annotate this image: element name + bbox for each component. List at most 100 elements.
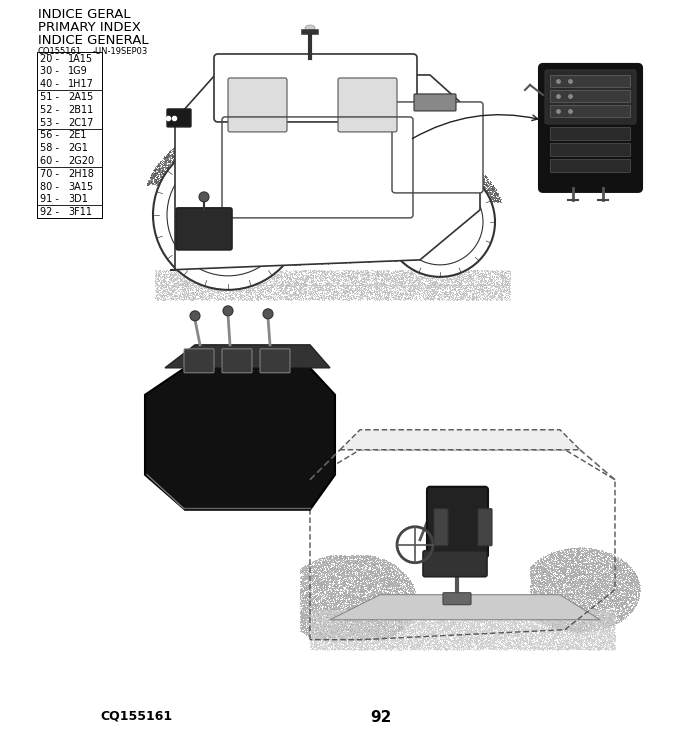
Point	[354, 631, 365, 643]
Point	[381, 72, 392, 84]
Point	[383, 136, 394, 148]
Point	[247, 241, 259, 252]
Point	[440, 87, 451, 98]
Point	[363, 238, 375, 250]
Point	[263, 85, 275, 96]
Point	[309, 231, 320, 243]
Point	[461, 160, 472, 172]
Point	[296, 242, 307, 254]
Point	[209, 152, 220, 163]
Point	[452, 133, 464, 144]
Point	[468, 168, 479, 179]
Point	[396, 605, 407, 617]
Point	[389, 615, 400, 627]
Point	[430, 214, 441, 226]
Point	[280, 159, 291, 171]
Point	[284, 172, 295, 184]
Point	[233, 100, 244, 112]
Point	[315, 268, 326, 280]
Point	[411, 192, 422, 204]
Point	[251, 74, 262, 85]
Point	[198, 157, 209, 168]
Point	[318, 86, 329, 98]
Point	[398, 160, 409, 171]
Point	[228, 85, 239, 97]
Point	[471, 174, 482, 185]
Point	[220, 131, 231, 143]
Point	[597, 614, 608, 625]
Point	[425, 129, 436, 141]
Point	[363, 96, 375, 108]
Point	[350, 145, 361, 157]
Point	[376, 71, 387, 83]
Point	[218, 162, 229, 174]
Point	[406, 254, 417, 265]
Point	[270, 80, 281, 92]
Point	[359, 264, 370, 276]
Point	[428, 289, 439, 301]
Point	[302, 273, 313, 285]
Point	[466, 157, 477, 169]
Point	[204, 138, 215, 149]
Point	[426, 117, 437, 128]
Point	[318, 171, 329, 182]
Point	[452, 117, 464, 129]
Point	[461, 110, 473, 122]
Point	[389, 250, 400, 262]
Point	[188, 202, 199, 214]
Point	[243, 257, 254, 268]
Point	[276, 283, 287, 295]
Point	[224, 97, 236, 109]
Point	[530, 642, 541, 654]
Point	[460, 110, 471, 122]
Point	[301, 76, 312, 87]
Point	[413, 117, 424, 129]
Point	[431, 206, 442, 218]
Point	[304, 85, 315, 97]
Point	[374, 291, 385, 303]
Point	[402, 625, 413, 637]
Point	[300, 570, 311, 582]
Point	[386, 236, 397, 248]
Point	[386, 631, 397, 642]
Point	[407, 616, 418, 628]
Point	[311, 628, 322, 639]
Point	[334, 93, 345, 104]
Point	[245, 84, 256, 95]
Point	[587, 610, 598, 622]
Point	[588, 618, 599, 630]
Point	[436, 183, 448, 195]
Point	[330, 92, 341, 104]
Point	[272, 241, 283, 253]
Point	[204, 244, 215, 256]
Point	[445, 106, 456, 117]
Point	[384, 69, 395, 81]
Point	[209, 152, 220, 164]
Point	[235, 160, 246, 172]
Point	[412, 118, 423, 130]
Point	[247, 98, 259, 110]
Point	[463, 144, 474, 155]
Point	[410, 152, 421, 163]
Point	[295, 158, 306, 170]
Point	[402, 165, 413, 177]
Point	[593, 557, 604, 569]
Point	[211, 237, 222, 249]
Point	[311, 583, 322, 595]
Point	[207, 244, 218, 256]
Point	[425, 152, 436, 163]
Point	[270, 58, 281, 69]
Point	[220, 117, 231, 129]
Point	[611, 617, 622, 628]
Point	[234, 187, 245, 198]
Point	[256, 88, 267, 100]
Point	[348, 147, 359, 158]
Point	[174, 254, 186, 265]
Point	[246, 93, 257, 105]
Point	[294, 100, 305, 112]
Point	[247, 149, 258, 160]
Point	[416, 198, 427, 209]
Point	[191, 184, 202, 196]
Point	[418, 193, 429, 205]
Point	[296, 281, 307, 292]
